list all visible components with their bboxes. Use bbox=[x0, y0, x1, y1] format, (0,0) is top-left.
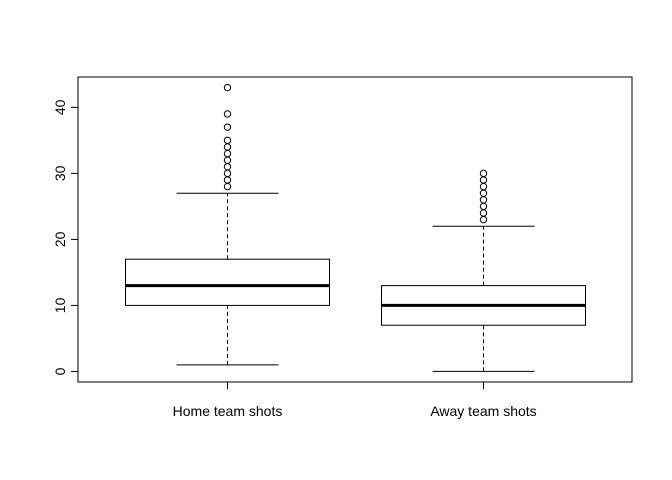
outlier-point bbox=[223, 163, 232, 171]
outlier-point bbox=[223, 182, 232, 191]
outlier-point bbox=[479, 169, 488, 178]
outlier-point bbox=[223, 169, 232, 178]
outlier-point bbox=[223, 136, 232, 145]
y-axis: 0 10 20 30 40 bbox=[52, 99, 79, 375]
iqr-box bbox=[125, 258, 330, 306]
outlier-point bbox=[479, 176, 488, 184]
y-tick-label: 40 bbox=[52, 99, 68, 115]
outlier-point bbox=[479, 196, 488, 204]
outlier-point bbox=[479, 189, 488, 197]
y-tick-label: 10 bbox=[52, 297, 68, 313]
outlier-point bbox=[223, 176, 232, 184]
outlier-point bbox=[223, 123, 232, 131]
y-tick-label: 20 bbox=[52, 231, 68, 247]
outlier-point bbox=[223, 149, 232, 158]
outlier-point bbox=[479, 182, 488, 191]
outlier-point bbox=[223, 83, 232, 92]
plot-frame bbox=[77, 76, 633, 383]
outlier-point bbox=[479, 215, 488, 224]
outlier-point bbox=[223, 156, 232, 164]
box-group bbox=[125, 83, 330, 366]
outlier-point bbox=[223, 110, 232, 118]
box-group bbox=[381, 169, 586, 372]
x-tick-label: Away team shots bbox=[430, 403, 536, 419]
outlier-point bbox=[479, 209, 488, 217]
x-axis: Home team shots Away team shots bbox=[173, 382, 537, 419]
outlier-point bbox=[223, 143, 232, 151]
y-tick-label: 0 bbox=[52, 367, 68, 375]
outlier-point bbox=[479, 202, 488, 211]
y-tick-label: 30 bbox=[52, 165, 68, 181]
boxes-layer bbox=[125, 83, 586, 372]
x-tick-label: Home team shots bbox=[173, 403, 283, 419]
